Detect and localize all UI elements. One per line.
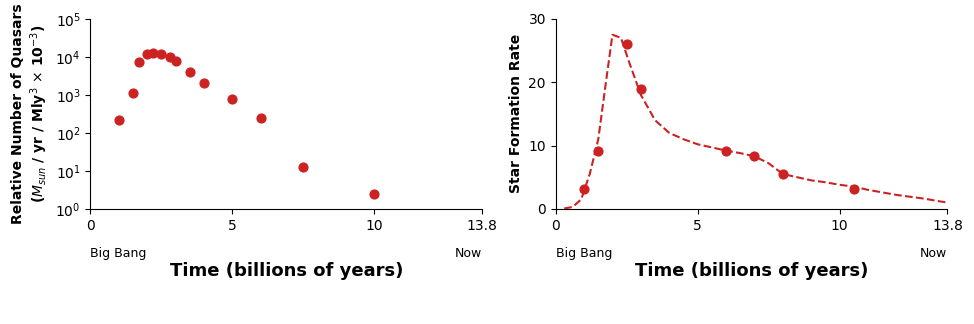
Point [633,86,649,91]
Point [196,81,211,86]
Point [111,117,127,122]
Point [718,148,733,153]
Point [154,51,169,56]
Point [747,154,763,159]
Text: Big Bang: Big Bang [556,247,612,260]
Point [366,191,382,196]
Point [139,51,155,56]
Y-axis label: Star Formation Rate: Star Formation Rate [508,34,523,193]
Text: Time (billions of years): Time (billions of years) [169,262,403,280]
Point [131,59,146,64]
Point [775,171,791,177]
Point [577,186,592,191]
Point [295,164,311,169]
Y-axis label: Relative Number of Quasars
($M_{sun}$ / yr / Mly$^3$ $\times$ 10$^{-3}$): Relative Number of Quasars ($M_{sun}$ / … [11,4,50,224]
Point [846,186,862,191]
Text: Time (billions of years): Time (billions of years) [635,262,868,280]
Point [168,58,183,63]
Text: Now: Now [455,247,482,260]
Point [126,91,141,96]
Point [162,54,177,60]
Text: Big Bang: Big Bang [91,247,147,260]
Point [590,148,606,153]
Point [145,50,161,55]
Point [182,69,198,75]
Point [253,115,269,120]
Text: Now: Now [920,247,948,260]
Point [225,96,241,101]
Point [618,42,634,47]
